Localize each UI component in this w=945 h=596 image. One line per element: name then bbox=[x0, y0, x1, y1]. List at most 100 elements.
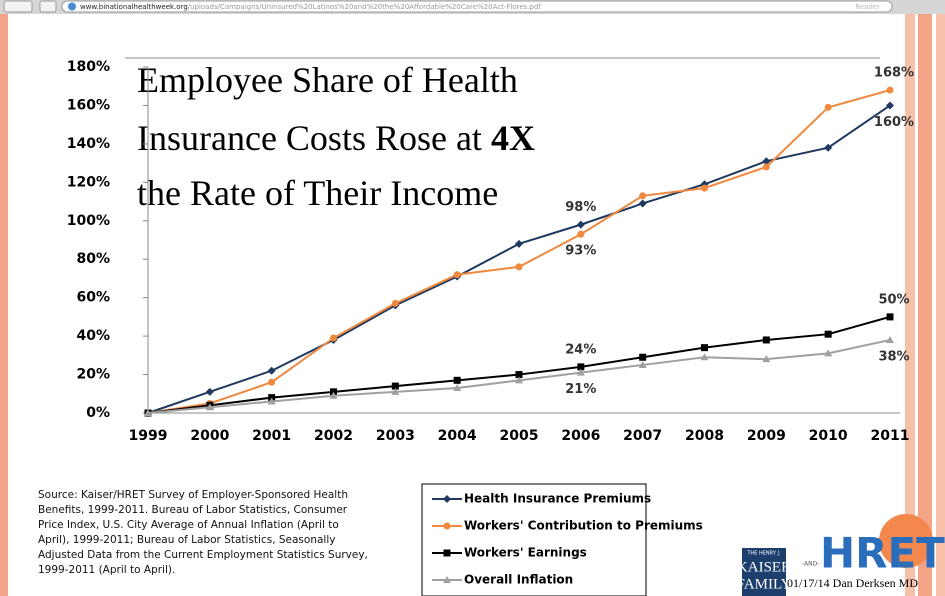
logo-text: KAISER bbox=[737, 559, 791, 575]
marker bbox=[762, 355, 771, 363]
marker bbox=[824, 349, 833, 357]
back-forward-button[interactable] bbox=[3, 0, 33, 13]
right-stripe bbox=[936, 14, 945, 596]
marker bbox=[886, 335, 894, 343]
marker bbox=[453, 384, 462, 392]
legend-label: Workers' Earnings bbox=[464, 546, 587, 560]
marker bbox=[700, 353, 709, 361]
source-line: Source: Kaiser/HRET Survey of Employer-S… bbox=[38, 489, 348, 501]
x-tick-label: 2008 bbox=[685, 428, 724, 444]
source-line: Adjusted Data from the Current Employmen… bbox=[38, 549, 368, 561]
marker bbox=[576, 368, 585, 376]
legend-label: Overall Inflation bbox=[464, 573, 573, 587]
x-tick-label: 2001 bbox=[252, 428, 291, 444]
legend-label: Health Insurance Premiums bbox=[464, 492, 651, 506]
y-tick-label: 160% bbox=[67, 97, 110, 113]
marker bbox=[576, 220, 585, 229]
legend-marker bbox=[443, 549, 451, 557]
marker bbox=[515, 239, 523, 248]
share-button[interactable] bbox=[39, 0, 57, 13]
series: 93% 168% bbox=[144, 66, 914, 417]
title-line: Employee Share of Health bbox=[137, 60, 518, 100]
y-tick-label: 80% bbox=[76, 251, 110, 267]
series: 24% 50% bbox=[144, 292, 910, 417]
marker bbox=[886, 101, 894, 110]
x-tick-label: 2000 bbox=[190, 428, 229, 444]
marker bbox=[824, 330, 832, 338]
reader-button[interactable]: Reader bbox=[855, 3, 880, 11]
source-line: 1999-2011 (April to April). bbox=[38, 564, 176, 576]
x-tick-label: 2011 bbox=[871, 428, 910, 444]
marker bbox=[638, 199, 647, 208]
y-tick-label: 0% bbox=[86, 405, 110, 421]
y-tick-label: 100% bbox=[67, 213, 110, 229]
marker bbox=[639, 192, 647, 200]
left-stripe bbox=[0, 14, 8, 596]
data-label: 50% bbox=[878, 292, 909, 307]
legend-marker bbox=[443, 495, 451, 503]
address-bar[interactable] bbox=[61, 0, 893, 13]
kaiser-logo bbox=[742, 548, 786, 596]
marker bbox=[453, 376, 461, 384]
marker bbox=[268, 378, 276, 386]
marker bbox=[762, 336, 770, 344]
x-tick-label: 2002 bbox=[314, 428, 353, 444]
logo-text: THE HENRY J. bbox=[746, 551, 780, 557]
marker bbox=[701, 344, 708, 352]
marker bbox=[824, 143, 833, 152]
url-host: www.binationalhealthweek.org bbox=[80, 3, 188, 11]
data-label: 98% bbox=[565, 200, 596, 215]
source-line: Price Index, U.S. City Average of Annual… bbox=[38, 519, 339, 531]
url-path: /uploads/Campaigns/Uninsured%20Latinos%2… bbox=[188, 3, 542, 11]
x-tick-label: 2009 bbox=[747, 428, 786, 444]
title-line: Insurance Costs Rose at bbox=[137, 118, 482, 158]
title-line: the Rate of Their Income bbox=[137, 173, 498, 213]
x-tick-label: 1999 bbox=[129, 428, 168, 444]
right-stripe bbox=[918, 14, 932, 596]
marker bbox=[205, 387, 214, 396]
marker bbox=[391, 382, 399, 390]
y-tick-label: 180% bbox=[67, 59, 110, 75]
series-line bbox=[147, 315, 891, 414]
marker bbox=[515, 376, 523, 384]
url: www.binationalhealthweek.org/uploads/Cam… bbox=[80, 3, 541, 11]
x-tick-label: 2004 bbox=[438, 428, 477, 444]
marker bbox=[330, 334, 337, 342]
chart-title: Employee Share of Health Insurance Costs… bbox=[137, 60, 544, 213]
marker bbox=[144, 409, 152, 416]
marker bbox=[391, 387, 400, 395]
y-tick-label: 140% bbox=[67, 136, 110, 152]
marker bbox=[824, 103, 832, 111]
logo-circle bbox=[879, 514, 933, 568]
marker bbox=[762, 157, 771, 166]
y-tick-label: 60% bbox=[76, 290, 110, 306]
marker bbox=[762, 163, 770, 171]
right-stripe bbox=[905, 14, 915, 596]
logo-text: FAMILY bbox=[737, 576, 792, 592]
marker bbox=[453, 271, 461, 279]
data-label: 38% bbox=[878, 349, 909, 364]
legend-label: Workers' Contribution to Premiums bbox=[464, 519, 703, 533]
y-tick-label: 20% bbox=[76, 367, 110, 383]
marker bbox=[267, 397, 276, 405]
source-note: Source: Kaiser/HRET Survey of Employer-S… bbox=[38, 488, 368, 578]
marker bbox=[577, 230, 585, 238]
x-tick-label: 2005 bbox=[500, 428, 539, 444]
marker bbox=[515, 263, 523, 271]
hret-logo: HRET bbox=[820, 529, 945, 578]
data-label: 168% bbox=[874, 66, 914, 81]
legend-marker bbox=[443, 576, 451, 583]
marker bbox=[886, 313, 894, 321]
footer: 01/17/14 Dan Derksen MD bbox=[787, 576, 918, 590]
marker bbox=[701, 184, 708, 192]
x-tick-label: 2006 bbox=[561, 428, 600, 444]
logo-text: -AND- bbox=[802, 561, 819, 568]
x-tick-label: 2003 bbox=[376, 428, 415, 444]
data-label: 160% bbox=[874, 115, 914, 130]
source-line: April), 1999-2011; Bureau of Labor Stati… bbox=[38, 534, 336, 546]
series: 21% 38% bbox=[144, 335, 910, 416]
marker bbox=[886, 86, 894, 94]
legend bbox=[421, 483, 647, 596]
